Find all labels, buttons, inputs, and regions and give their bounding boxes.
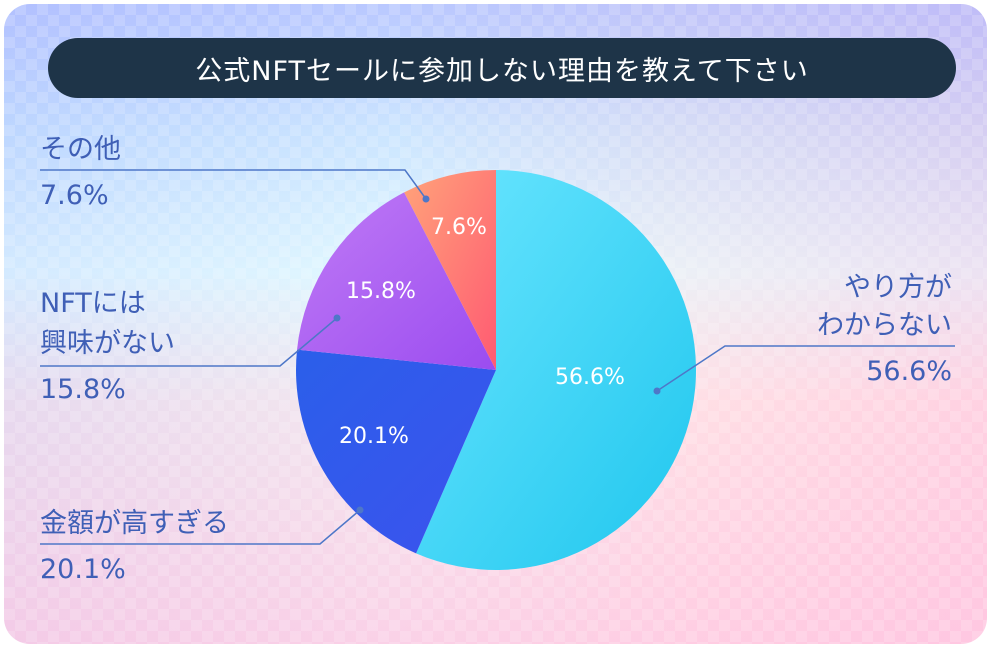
leader-dot-other (422, 195, 430, 203)
slice-value-label-nft: 15.8% (346, 279, 416, 304)
pie-slice-nft (297, 192, 496, 370)
category-label-nft-line2: 興味がない (40, 328, 175, 359)
pie-slice-other (404, 170, 496, 370)
category-value-price: 20.1% (40, 554, 126, 585)
category-label-price: 金額が高すぎる (40, 508, 229, 539)
leader-line-method (656, 345, 955, 392)
leader-dot-method (653, 387, 661, 395)
leader-line-nft (40, 317, 338, 367)
category-label-nft-line1: NFTには (40, 288, 146, 319)
leader-lines (40, 169, 955, 545)
slice-value-label-price: 20.1% (339, 424, 409, 449)
pie-slice-method (416, 170, 697, 570)
category-label-method-line1: やり方が (844, 272, 952, 303)
slice-value-label-method: 56.6% (555, 365, 625, 390)
slice-value-label-other: 7.6% (431, 215, 487, 240)
leader-line-other (40, 169, 427, 200)
chart-title: 公式NFTセールに参加しない理由を教えて下さい (48, 38, 956, 98)
pie-slice-price (296, 349, 496, 554)
leader-dots (333, 195, 661, 514)
category-value-other: 7.6% (40, 180, 109, 211)
leader-line-price (40, 509, 361, 545)
category-value-nft: 15.8% (40, 374, 126, 405)
leader-dot-price (356, 506, 364, 514)
category-label-other: その他 (40, 134, 121, 165)
category-value-method: 56.6% (866, 356, 952, 387)
leader-dot-nft (333, 314, 341, 322)
category-label-method-line2: わからない (817, 310, 952, 341)
